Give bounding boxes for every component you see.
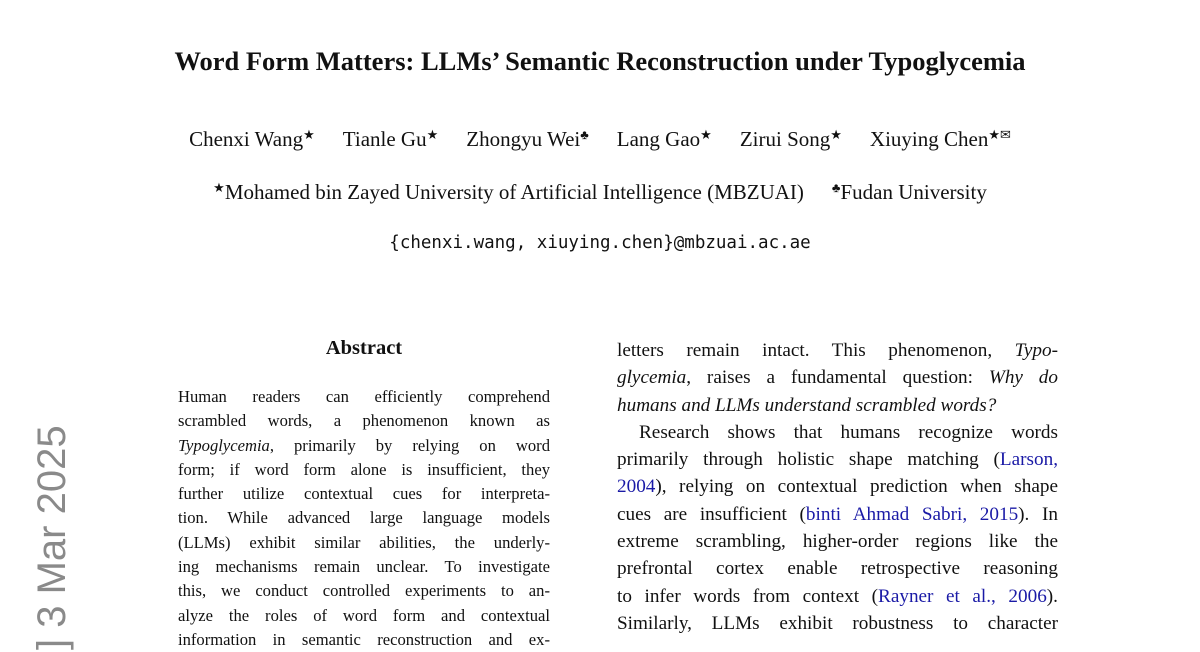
author: Tianle Gu★ xyxy=(343,127,438,151)
author-mark: ♣ xyxy=(580,127,589,142)
text-run: letters remain intact. This phenomenon, xyxy=(617,340,1015,361)
author-mark: ★ xyxy=(830,127,842,142)
author: Lang Gao★ xyxy=(617,127,712,151)
text-line: primarily through holistic shape matchin… xyxy=(617,446,1058,473)
text-run: ing mechanisms remain unclear. To invest… xyxy=(178,557,550,577)
text-line: prefrontal cortex enable retrospective r… xyxy=(617,555,1058,582)
text-run: Human readers can efficiently comprehend xyxy=(178,387,550,406)
text-line: to infer words from context (Rayner et a… xyxy=(617,583,1058,610)
citation-link[interactable]: Larson, xyxy=(999,449,1058,471)
body-text: letters remain intact. This phenomenon, … xyxy=(617,337,1058,637)
text-line: further utilize contextual cues for inte… xyxy=(178,482,550,506)
text-line: (LLMs) exhibit similar abilities, the un… xyxy=(178,531,550,555)
text-line: humans and LLMs understand scrambled wor… xyxy=(617,392,1058,419)
italic-run: humans and LLMs understand scrambled wor… xyxy=(617,394,997,416)
author: Zirui Song★ xyxy=(740,127,842,151)
text-line: form; if word form alone is insufficient… xyxy=(178,458,550,482)
italic-run: glycemia xyxy=(617,367,687,389)
text-run: further utilize contextual cues for inte… xyxy=(178,484,550,504)
text-line: glycemia, raises a fundamental question:… xyxy=(617,364,1058,391)
author-name: Xiuying Chen xyxy=(869,127,989,151)
author-name: Zhongyu Wei xyxy=(466,127,581,151)
text-line: alyze the roles of word form and context… xyxy=(178,604,550,628)
citation-link[interactable]: binti Ahmad Sabri, 2015 xyxy=(805,503,1019,525)
text-run: Research shows that humans recognize wor… xyxy=(639,421,1058,443)
text-line: this, we conduct controlled experiments … xyxy=(178,579,550,603)
text-run: ). In xyxy=(1018,503,1058,525)
author: Chenxi Wang★ xyxy=(189,127,315,151)
text-line: letters remain intact. This phenomenon, … xyxy=(617,337,1058,364)
email: {chenxi.wang, xiuying.chen}@mbzuai.ac.ae xyxy=(389,233,811,253)
text-run: this, we conduct controlled experiments … xyxy=(178,581,550,601)
author-name: Chenxi Wang xyxy=(189,127,304,151)
text-run: to infer words from context ( xyxy=(617,585,879,607)
affiliation: ♣Fudan University xyxy=(832,180,987,204)
text-line: Human readers can efficiently comprehend xyxy=(178,385,550,409)
author: Zhongyu Wei♣ xyxy=(466,127,589,151)
affiliation: ★Mohamed bin Zayed University of Artific… xyxy=(213,180,804,204)
text-run: information in semantic reconstruction a… xyxy=(178,629,550,649)
affiliation-name: Mohamed bin Zayed University of Artifici… xyxy=(224,180,804,204)
text-run: alyze the roles of word form and context… xyxy=(178,605,550,625)
affiliation-list: ★Mohamed bin Zayed University of Artific… xyxy=(0,180,1200,205)
text-line: cues are insufficient (binti Ahmad Sabri… xyxy=(617,501,1058,528)
paper-title: Word Form Matters: LLMs’ Semantic Recons… xyxy=(174,46,1026,76)
text-run: primarily through holistic shape matchin… xyxy=(617,449,1000,471)
italic-run: Why do xyxy=(988,367,1058,389)
text-run: , primarily by relying on word xyxy=(269,435,550,455)
affiliation-name: Fudan University xyxy=(840,180,987,204)
author: Xiuying Chen★✉ xyxy=(870,127,1011,151)
italic-run: Typo- xyxy=(1014,340,1058,361)
author-mark: ★ xyxy=(303,127,315,142)
text-run: tion. While advanced large language mode… xyxy=(178,508,550,528)
text-line: ing mechanisms remain unclear. To invest… xyxy=(178,555,550,579)
text-line: Similarly, LLMs exhibit robustness to ch… xyxy=(617,610,1058,637)
affiliation-mark: ★ xyxy=(213,180,225,195)
author-name: Lang Gao xyxy=(616,127,701,151)
author-mark: ★✉ xyxy=(988,127,1011,142)
text-run: ). xyxy=(1046,585,1058,607)
citation-link[interactable]: 2004 xyxy=(617,476,656,498)
italic-run: Typoglycemia xyxy=(178,435,270,455)
author-list: Chenxi Wang★ Tianle Gu★ Zhongyu Wei♣ Lang G… xyxy=(0,127,1200,152)
author-name: Tianle Gu xyxy=(342,127,427,151)
text-line: scrambled words, a phenomenon known as xyxy=(178,409,550,433)
text-run: ), relying on contextual prediction when… xyxy=(655,476,1058,498)
text-line: extreme scrambling, higher-order regions… xyxy=(617,528,1058,555)
text-run: , raises a fundamental question: xyxy=(686,367,989,389)
author-mark: ★ xyxy=(700,127,712,142)
author-name: Zirui Song xyxy=(739,127,831,151)
citation-link[interactable]: Rayner et al., 2006 xyxy=(878,585,1047,607)
text-run: extreme scrambling, higher-order regions… xyxy=(617,531,1058,553)
text-run: (LLMs) exhibit similar abilities, the un… xyxy=(178,532,550,552)
arxiv-stamp: ] 3 Mar 2025 xyxy=(30,425,74,650)
text-run: scrambled words, a phenomenon known as xyxy=(178,411,550,431)
text-run: form; if word form alone is insufficient… xyxy=(178,459,550,479)
abstract-text: Human readers can efficiently comprehend… xyxy=(178,385,550,652)
text-line: 2004), relying on contextual prediction … xyxy=(617,473,1058,500)
affiliation-mark: ♣ xyxy=(831,180,841,195)
text-run: Similarly, LLMs exhibit robustness to ch… xyxy=(617,612,1058,634)
text-run: prefrontal cortex enable retrospective r… xyxy=(617,558,1058,580)
text-line: Typoglycemia, primarily by relying on wo… xyxy=(178,434,550,458)
text-line: information in semantic reconstruction a… xyxy=(178,628,550,652)
text-run: cues are insufficient ( xyxy=(617,503,806,525)
text-line: tion. While advanced large language mode… xyxy=(178,506,550,530)
text-line: Research shows that humans recognize wor… xyxy=(617,419,1058,446)
abstract-heading: Abstract xyxy=(325,337,403,359)
author-mark: ★ xyxy=(426,127,439,142)
